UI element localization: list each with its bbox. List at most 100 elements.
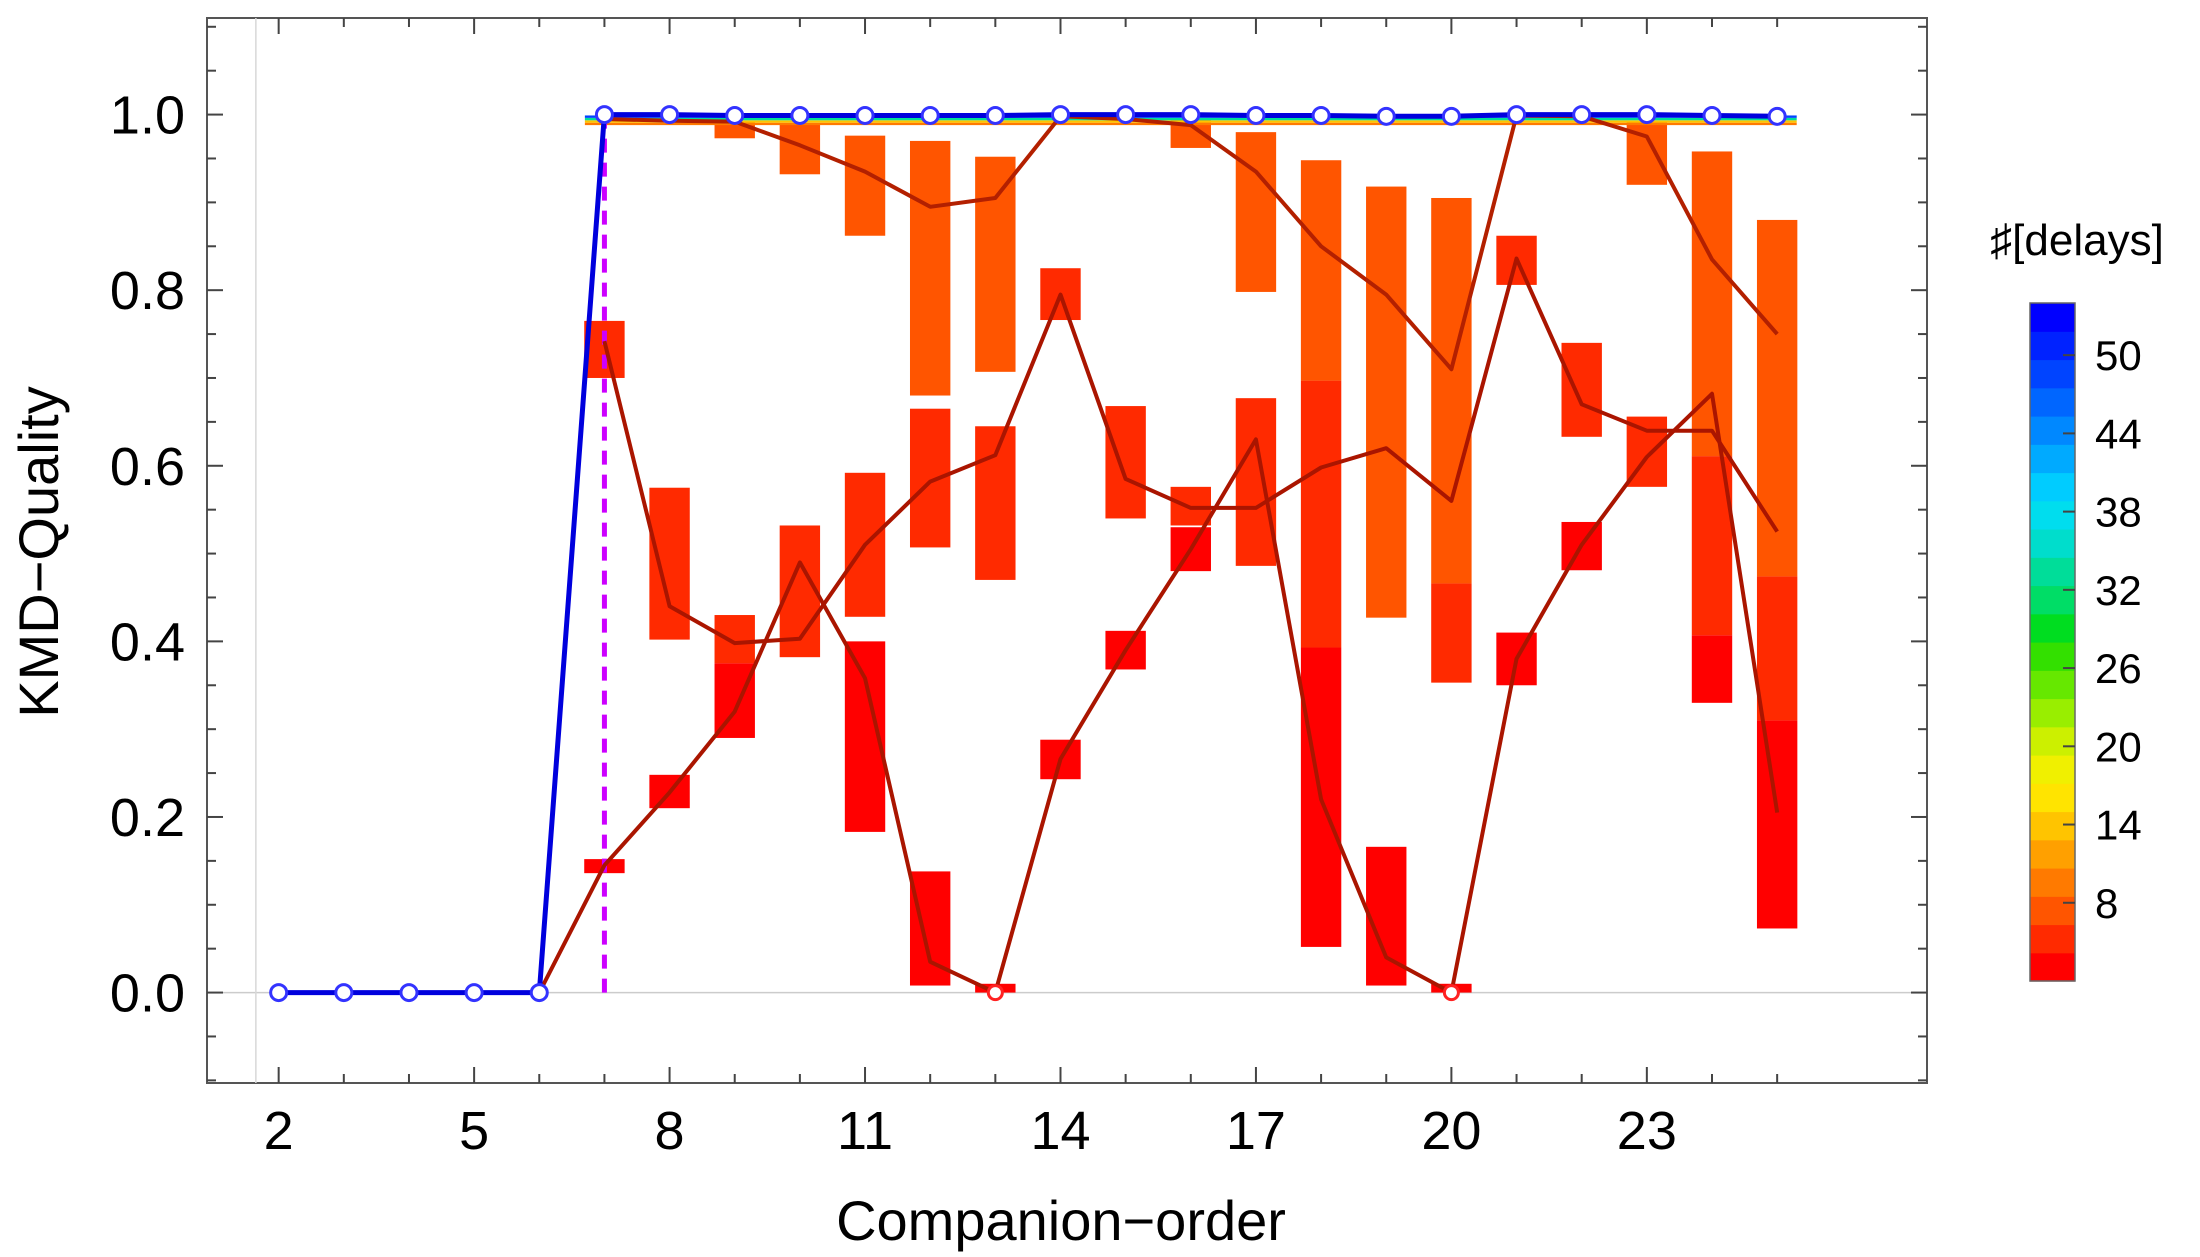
x-tick-label: 5 [459, 1101, 489, 1161]
box-mark [1691, 635, 1733, 703]
y-tick-label: 0.4 [110, 612, 185, 672]
y-tick-label: 1.0 [110, 86, 185, 146]
colorbar-swatch [2030, 472, 2075, 502]
colorbar: 8 14 20 26 32 38 44 50 [2029, 302, 2142, 982]
colorbar-swatch [2030, 755, 2075, 784]
data-point [1116, 105, 1136, 125]
colorbar-swatch [2030, 444, 2075, 474]
box-mark [779, 123, 821, 175]
x-tick-label: 8 [655, 1101, 685, 1161]
box-mark [649, 487, 690, 640]
colorbar-swatch [2030, 783, 2075, 813]
data-point [1050, 105, 1070, 125]
data-point [660, 105, 680, 125]
box-mark [714, 615, 755, 664]
colorbar-swatch [2030, 952, 2075, 982]
data-point [1376, 106, 1396, 126]
y-tick-label: 0.8 [110, 261, 185, 321]
box-mark [1756, 576, 1798, 721]
colorbar-swatch [2030, 416, 2075, 445]
box-mark [1756, 219, 1798, 577]
colorbar-tick-label: 32 [2095, 567, 2142, 614]
box-mark [1105, 406, 1146, 519]
data-point [269, 983, 289, 1003]
y-tick-label: 0.2 [110, 788, 185, 848]
y-axis-title: KMD−Quality [7, 386, 70, 717]
box-mark [1431, 197, 1472, 584]
colorbar-swatch [2030, 500, 2075, 530]
box-mark [909, 408, 951, 548]
colorbar-swatch [2030, 670, 2075, 700]
box-mark [1756, 720, 1798, 929]
colorbar-tick-label: 44 [2095, 410, 2142, 457]
box-mark [1431, 583, 1472, 683]
box-mark [975, 156, 1016, 372]
box-mark [909, 140, 951, 396]
data-point [790, 105, 810, 125]
colorbar-swatch [2030, 642, 2075, 671]
series-line [278, 112, 1778, 996]
colorbar-swatch [2030, 839, 2075, 869]
box-mark [1300, 380, 1342, 648]
x-tick-label: 23 [1617, 1101, 1677, 1161]
data-point [464, 983, 484, 1003]
x-tick-label: 2 [264, 1101, 294, 1161]
box-mark [1561, 342, 1602, 437]
colorbar-swatch [2030, 726, 2075, 756]
colorbar-swatch [2030, 529, 2075, 558]
data-point [334, 983, 354, 1003]
colorbar-swatch [2030, 303, 2075, 332]
data-point [529, 983, 549, 1003]
data-point [1767, 106, 1787, 126]
x-tick-label: 11 [837, 1101, 893, 1161]
data-point [1246, 105, 1266, 125]
y-tick-label: 0.6 [110, 437, 185, 497]
data-point [1507, 105, 1527, 125]
y-tick-label: 0.0 [110, 964, 185, 1024]
data-point [1311, 105, 1331, 125]
colorbar-swatch [2030, 924, 2075, 954]
data-point [920, 105, 940, 125]
colorbar-frame [2029, 302, 2076, 982]
data-point [594, 105, 614, 125]
colorbar-swatch [2030, 557, 2075, 587]
plot-area: 2 5 8 11 14 17 20 23 0.0 0.2 0.4 0.6 0.8 1.0 [110, 17, 1928, 1161]
colorbar-swatch [2030, 868, 2075, 897]
colorbar-tick-label: 14 [2095, 802, 2142, 849]
x-tick-label: 17 [1226, 1101, 1286, 1161]
box-mark [1235, 132, 1277, 292]
colorbar-swatch [2030, 811, 2075, 841]
plot-frame [206, 17, 1928, 1084]
data-point [1442, 984, 1460, 1002]
box-mark [1235, 398, 1277, 566]
colorbar-tick-label: 50 [2095, 332, 2142, 379]
x-tick-label: 14 [1030, 1101, 1090, 1161]
box-mark [844, 135, 886, 236]
data-point [1572, 105, 1592, 125]
box-mark [1691, 151, 1733, 457]
colorbar-swatch [2030, 698, 2075, 728]
data-point [725, 105, 745, 125]
series-line [537, 391, 1780, 995]
series-line [602, 256, 1779, 646]
colorbar-title: ♯[delays] [1990, 216, 2164, 265]
box-mark [1366, 186, 1407, 618]
data-point [1441, 106, 1461, 126]
colorbar-tick-label: 26 [2095, 645, 2142, 692]
colorbar-swatch [2030, 896, 2075, 926]
data-point [855, 105, 875, 125]
colorbar-tick-label: 8 [2095, 880, 2118, 927]
colorbar-swatch [2030, 359, 2075, 389]
colorbar-swatch [2030, 613, 2075, 643]
data-point [986, 984, 1004, 1002]
x-axis-title: Companion−order [836, 1189, 1286, 1252]
data-point [1637, 105, 1657, 125]
data-point [985, 105, 1005, 125]
box-mark [975, 426, 1016, 580]
data-point [1702, 105, 1722, 125]
data-point [399, 983, 419, 1003]
colorbar-tick-label: 20 [2095, 723, 2142, 770]
data-point [1181, 105, 1201, 125]
x-tick-label: 20 [1421, 1101, 1481, 1161]
